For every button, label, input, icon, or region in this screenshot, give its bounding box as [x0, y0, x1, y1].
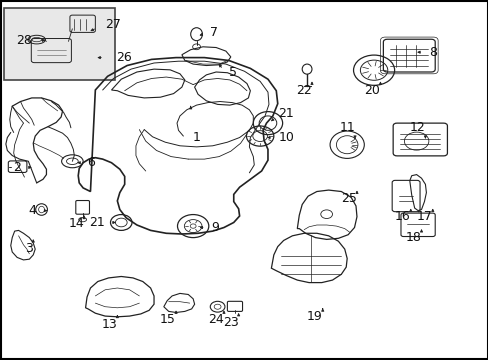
Text: 27: 27	[105, 18, 121, 31]
Text: 22: 22	[296, 84, 311, 96]
Text: 17: 17	[416, 210, 432, 223]
Text: 3: 3	[25, 242, 33, 255]
Text: 21: 21	[89, 216, 105, 229]
Bar	[4, 8, 115, 80]
Text: 11: 11	[339, 121, 354, 134]
Text: 26: 26	[116, 51, 132, 64]
Text: 25: 25	[341, 192, 356, 205]
Text: 9: 9	[211, 221, 219, 234]
Text: 21: 21	[277, 107, 293, 120]
Text: 15: 15	[160, 313, 176, 326]
Text: 24: 24	[208, 313, 224, 326]
Text: 19: 19	[306, 310, 322, 323]
Text: 6: 6	[87, 156, 95, 169]
Text: 1: 1	[193, 131, 201, 144]
Text: 16: 16	[394, 210, 410, 223]
Text: 18: 18	[405, 231, 421, 244]
Text: 7: 7	[210, 26, 218, 39]
Text: 23: 23	[223, 316, 238, 329]
Text: 20: 20	[364, 84, 380, 96]
Text: 5: 5	[228, 66, 236, 78]
Text: 13: 13	[102, 318, 117, 330]
Text: 28: 28	[16, 34, 32, 47]
Text: 10: 10	[278, 131, 294, 144]
Text: 12: 12	[409, 121, 425, 134]
Text: 8: 8	[428, 46, 436, 59]
Text: 2: 2	[13, 161, 20, 174]
Text: 4: 4	[29, 204, 37, 217]
Text: 14: 14	[68, 217, 84, 230]
